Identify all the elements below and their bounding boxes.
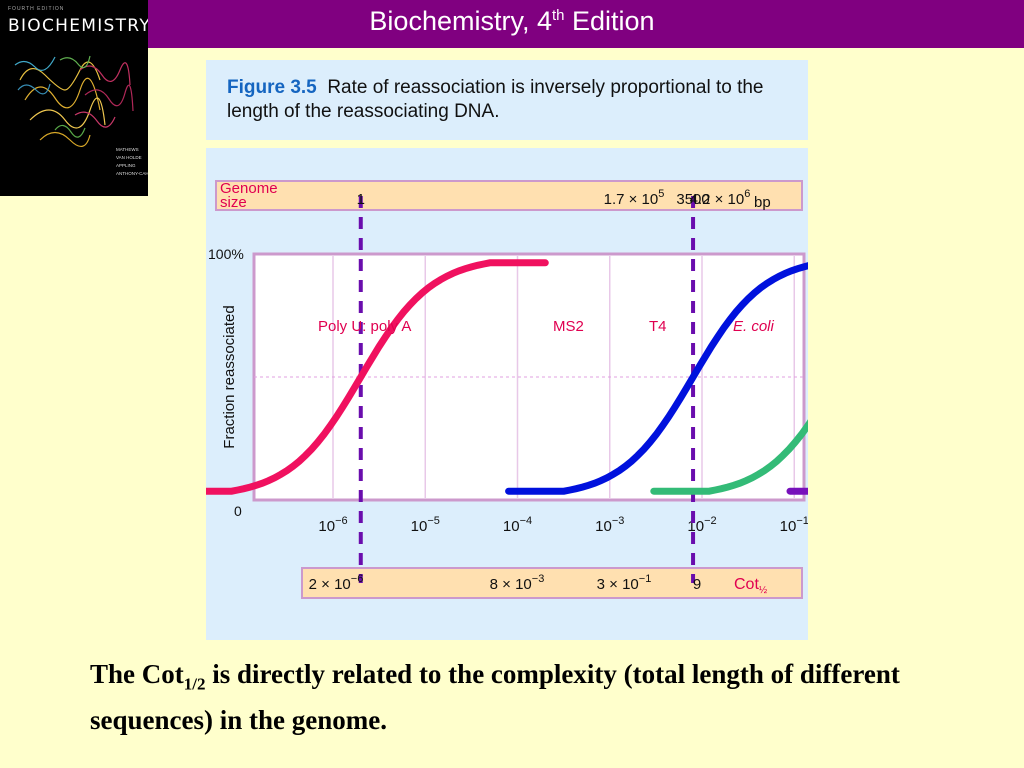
title-bar: Biochemistry, 4th Edition: [0, 0, 1024, 48]
cover-author: ANTHONY-CAHILL: [116, 171, 148, 176]
genome-label: Genome: [220, 180, 278, 197]
genome-size-value: 1.7 × 10: [604, 191, 659, 208]
slide-caption: The Cot1/2 is directly related to the co…: [90, 656, 970, 739]
y-bottom-label: 0: [234, 503, 242, 519]
chart-panel: Genome size 100% 0 Fraction reassociated…: [172, 148, 1024, 640]
cot-exp: −1: [639, 573, 652, 585]
caption-post: is directly related to the complexity (t…: [90, 659, 900, 736]
series-curve: [172, 259, 549, 495]
genome-size-label: 4.2 × 106: [690, 188, 751, 208]
slide-title-main: Biochemistry, 4: [369, 6, 552, 36]
genome-size-value: 4.2 × 10: [690, 191, 745, 208]
cot-value: 2 × 10: [309, 576, 351, 593]
x-tick-exp: −6: [335, 515, 348, 527]
cover-authors: MATHEWS VAN HOLDE APPLING ANTHONY-CAHILL: [116, 146, 148, 178]
figure-caption-text: Rate of reassociation is inversely propo…: [227, 77, 764, 122]
cover-author: MATHEWS: [116, 147, 139, 152]
figure-label: Figure 3.5: [227, 77, 317, 98]
x-tick-base: 10: [780, 518, 797, 535]
x-tick-exp: −1: [796, 515, 808, 527]
curve-labels: Poly U: poly A MS2 T4 E. coli: [318, 318, 775, 335]
x-tick-base: 10: [411, 518, 428, 535]
series-label: T4: [649, 318, 667, 335]
slide-title-end: Edition: [564, 6, 655, 36]
cot-half-label: Cot½: [734, 576, 768, 596]
figure-header: Figure 3.5 Rate of reassociation is inve…: [206, 60, 808, 140]
genome-size-label: 1.7 × 105: [604, 188, 665, 208]
caption-pre: The Cot: [90, 659, 184, 689]
series-label: MS2: [553, 318, 584, 335]
cover-author: APPLING: [116, 163, 136, 168]
bp-label: bp: [754, 194, 771, 211]
x-tick-exp: −3: [612, 515, 625, 527]
protein-structure-graphic: [14, 55, 134, 147]
series-label: Poly U: poly A: [318, 318, 411, 335]
slide-title-sup: th: [551, 7, 565, 24]
cot-exp: −6: [351, 573, 364, 585]
cot-value: 8 × 10: [490, 576, 532, 593]
caption-sub: 1/2: [183, 674, 206, 694]
cot-band: [301, 567, 803, 599]
y-top-label: 100%: [208, 246, 244, 262]
genome-size-band: [215, 180, 803, 211]
cot-exp: −3: [532, 573, 545, 585]
slide-title: Biochemistry, 4th Edition: [150, 6, 874, 37]
genome-size-exp: 5: [658, 188, 664, 200]
genome-size-exp: 6: [744, 188, 750, 200]
x-tick-base: 10: [595, 518, 612, 535]
cot-label: Cot: [734, 576, 759, 593]
cot-labels: 2 × 10−6 8 × 10−3 3 × 10−1 9: [309, 573, 702, 593]
x-tick-base: 10: [318, 518, 335, 535]
genome-size-labels: 1 3500 1.7 × 105 4.2 × 106: [357, 188, 751, 208]
genome-size-label: 3500: [676, 191, 709, 208]
x-tick-exp: −4: [520, 515, 533, 527]
x-tick-label: 10−5: [411, 515, 440, 535]
plot-area: [252, 252, 806, 502]
x-tick-label: 10−3: [595, 515, 624, 535]
cover-author: VAN HOLDE: [116, 155, 142, 160]
book-cover-image: FOURTH EDITION BIOCHEMISTRY MATHEWS VAN …: [0, 0, 148, 196]
cot-value-label: 2 × 10−6: [309, 573, 364, 593]
x-ticks: 10−610−510−410−310−210−1110102: [318, 515, 987, 535]
cot-value: 3 × 10: [597, 576, 639, 593]
x-tick-exp: −5: [427, 515, 440, 527]
cover-edition: FOURTH EDITION: [8, 6, 65, 12]
series-label: E. coli: [733, 318, 775, 335]
x-tick-exp: −2: [704, 515, 717, 527]
cot-value-label: 3 × 10−1: [597, 573, 652, 593]
figure-caption: Figure 3.5 Rate of reassociation is inve…: [227, 76, 787, 124]
genome-size-label: 1: [357, 191, 365, 208]
x-tick-label: 10−4: [503, 515, 532, 535]
y-axis-label: Fraction reassociated: [221, 305, 238, 448]
x-tick-base: 10: [687, 518, 704, 535]
cot-value: 9: [693, 576, 701, 593]
x-tick-base: 10: [503, 518, 520, 535]
cot-value-label: 8 × 10−3: [490, 573, 545, 593]
genome-label-size: size: [220, 194, 247, 211]
reassociation-chart: Genome size 100% 0 Fraction reassociated…: [172, 180, 1024, 599]
x-tick-label: 10−6: [318, 515, 347, 535]
x-tick-label: 10−1: [780, 515, 808, 535]
cot-sub-label: ½: [759, 585, 768, 596]
cover-title: BIOCHEMISTRY: [8, 16, 148, 36]
cot-value-label: 9: [693, 576, 701, 593]
